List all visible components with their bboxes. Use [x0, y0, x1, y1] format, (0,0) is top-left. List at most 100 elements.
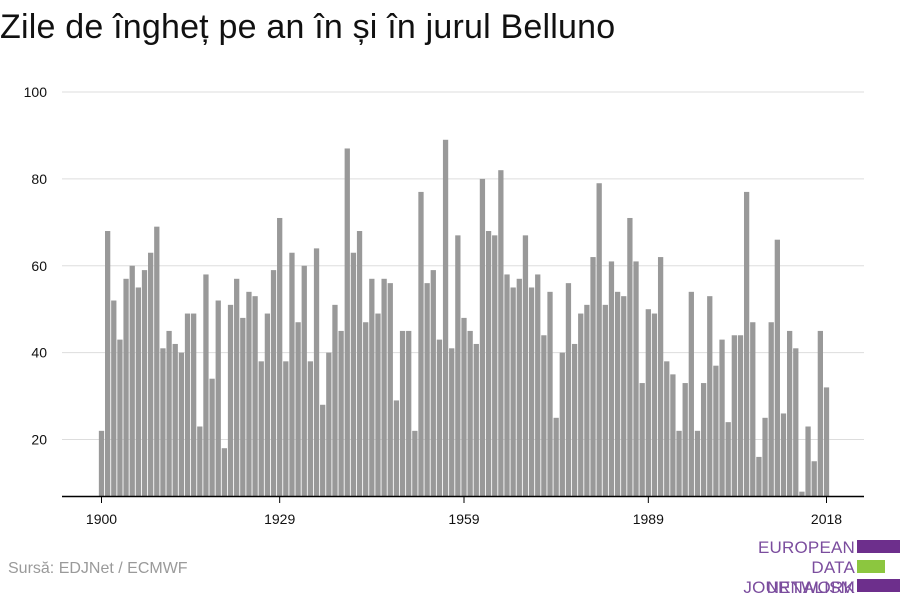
bar-2011	[780, 413, 787, 496]
bar-1974	[553, 417, 559, 496]
bar-1977	[571, 343, 578, 496]
bar-1991	[657, 257, 664, 496]
bar-2013	[793, 348, 799, 496]
bar-1981	[596, 183, 602, 496]
bar-1965	[498, 170, 504, 496]
axes: 20 40 60 80 100 1900 1929 1959 1989 2018	[24, 84, 864, 527]
bar-1993	[670, 374, 676, 496]
bar-2014	[799, 491, 805, 496]
bar-1933	[301, 265, 307, 496]
bar-2000	[713, 365, 719, 496]
bar-1946	[381, 278, 387, 496]
bar-1911	[166, 330, 172, 496]
logo-line-3: NETWORK	[766, 578, 855, 597]
bar-1944	[369, 278, 375, 496]
bar-2015	[805, 426, 811, 496]
edjnet-logo[interactable]: EUROPEAN DATA JOURNALISM NETWORK	[705, 534, 900, 598]
bar-1990	[651, 313, 658, 496]
bar-1978	[578, 313, 584, 496]
bar-1969	[522, 235, 529, 496]
bar-1976	[565, 283, 572, 496]
bar-1966	[504, 274, 510, 496]
bar-1923	[240, 317, 246, 496]
bar-1983	[608, 261, 615, 496]
bar-2001	[719, 339, 725, 496]
bar-1909	[154, 226, 160, 496]
bar-1926	[258, 361, 264, 496]
bar-1918	[209, 378, 215, 496]
bar-1945	[375, 313, 381, 496]
bar-1920	[221, 448, 228, 496]
bar-1999	[707, 296, 713, 496]
bar-1928	[270, 270, 277, 496]
bar-1985	[621, 296, 627, 496]
bar-1900	[98, 430, 105, 496]
bar-2010	[774, 239, 780, 497]
logo-purple-bar-bottom	[857, 579, 900, 592]
bar-1914	[184, 313, 191, 496]
bar-1955	[436, 339, 443, 496]
bar-1917	[203, 274, 209, 496]
bar-1968	[516, 278, 522, 496]
bar-1907	[141, 270, 148, 496]
bar-1943	[363, 322, 369, 496]
bar-1930	[283, 361, 289, 496]
y-tick-label: 100	[24, 84, 48, 100]
bar-1925	[252, 296, 258, 496]
bar-1906	[135, 287, 142, 496]
bar-1988	[639, 383, 645, 496]
bar-2009	[768, 322, 774, 496]
y-tick-label: 80	[31, 171, 47, 187]
bar-1950	[406, 330, 412, 496]
bar-1948	[393, 400, 400, 496]
bar-1998	[700, 383, 707, 496]
bar-1997	[694, 430, 701, 496]
bar-1935	[313, 248, 320, 496]
bar-1927	[264, 313, 271, 496]
bar-1952	[418, 191, 424, 496]
bar-1995	[682, 383, 688, 496]
bar-2005	[743, 191, 750, 496]
bar-1910	[160, 348, 166, 496]
bar-1956	[442, 139, 449, 496]
bar-1973	[547, 291, 553, 496]
bar-1961	[473, 343, 479, 496]
bar-2016	[811, 461, 817, 496]
bar-1963	[485, 231, 492, 497]
bar-1908	[148, 252, 154, 496]
bar-1967	[510, 287, 516, 496]
bar-1951	[412, 430, 418, 496]
logo-line-2: DATA JOURNALISM	[743, 558, 855, 597]
bar-1984	[614, 291, 621, 496]
bar-1996	[688, 291, 694, 496]
bar-2018	[823, 387, 830, 496]
bar-1940	[344, 148, 350, 496]
bar-1901	[105, 231, 111, 497]
bar-1938	[332, 304, 338, 496]
bar-2003	[731, 335, 737, 496]
y-tick-label: 20	[31, 432, 47, 448]
bar-1979	[584, 304, 590, 496]
x-tick-label: 1929	[264, 511, 295, 527]
bar-1903	[117, 339, 123, 496]
bar-1919	[215, 300, 221, 496]
bar-1959	[461, 317, 467, 496]
bar-1958	[455, 235, 461, 496]
source-note: Sursă: EDJNet / ECMWF	[8, 560, 188, 577]
chart-title: Zile de îngheț pe an în și în jurul Bell…	[0, 8, 616, 46]
bar-1932	[295, 322, 301, 496]
bar-1904	[123, 278, 129, 496]
bar-1924	[246, 291, 252, 496]
bar-1929	[277, 217, 283, 496]
bar-1964	[492, 235, 498, 496]
bar-1986	[627, 217, 633, 496]
bar-1987	[633, 261, 639, 496]
bar-chart: 20 40 60 80 100 1900 1929 1959 1989 2018	[24, 84, 864, 527]
bar-1994	[676, 430, 682, 496]
bar-1989	[645, 309, 651, 496]
bar-1942	[356, 231, 363, 497]
x-tick-label: 1900	[86, 511, 117, 527]
bar-1939	[338, 330, 344, 496]
bar-1922	[234, 278, 240, 496]
logo-purple-bar-top	[857, 540, 900, 553]
